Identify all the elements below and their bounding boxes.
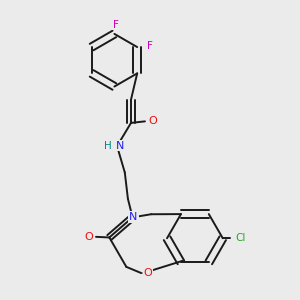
Text: N: N [116, 140, 124, 151]
Text: O: O [85, 232, 94, 242]
Text: N: N [129, 212, 138, 222]
Text: F: F [147, 40, 152, 50]
Text: H: H [104, 140, 112, 151]
Text: F: F [113, 20, 119, 30]
Text: O: O [148, 116, 157, 126]
Text: O: O [144, 268, 152, 278]
Text: Cl: Cl [235, 233, 246, 243]
